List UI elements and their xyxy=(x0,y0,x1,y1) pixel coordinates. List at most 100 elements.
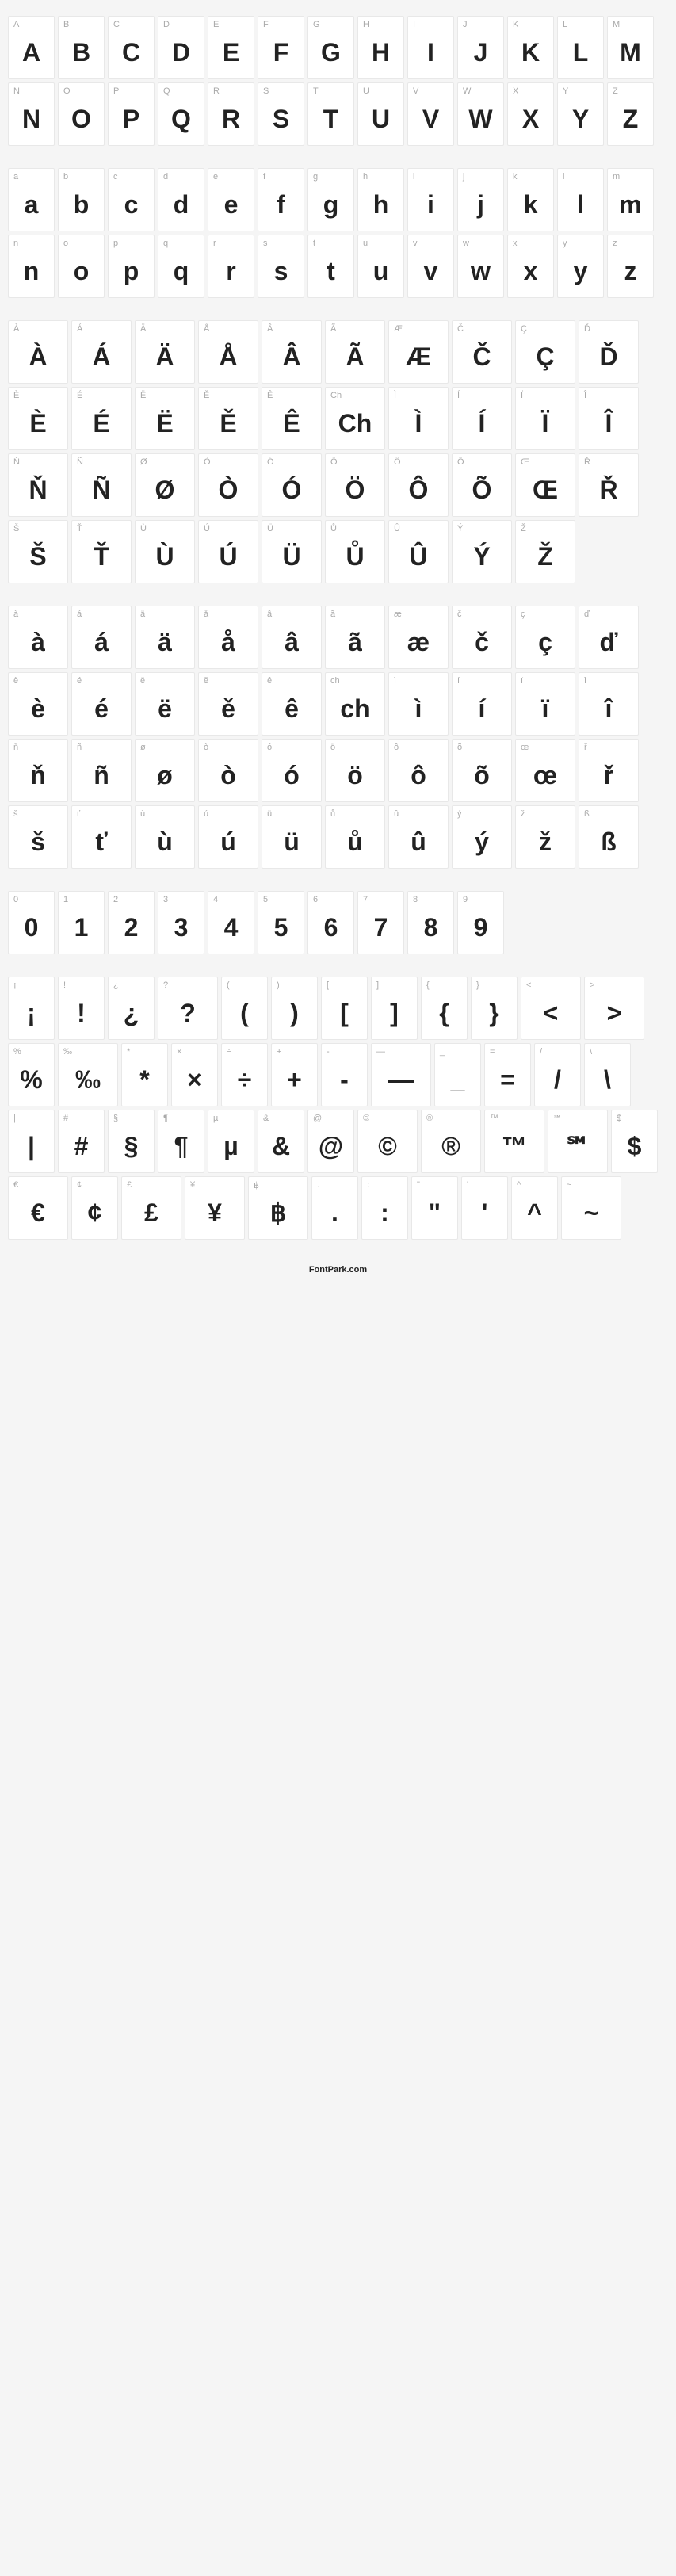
glyph-display: d xyxy=(174,183,189,226)
glyph-label: ó xyxy=(264,743,272,752)
glyph-display: × xyxy=(187,1058,202,1101)
glyph-cell: ll xyxy=(557,168,604,231)
glyph-display: 3 xyxy=(174,906,189,949)
glyph-label: Š xyxy=(10,524,19,533)
glyph-cell: ŽŽ xyxy=(515,520,575,583)
glyph-label: ž xyxy=(518,809,525,819)
glyph-cell: MM xyxy=(607,16,654,79)
glyph-display: Õ xyxy=(472,468,492,511)
glyph-label: ™ xyxy=(487,1114,498,1123)
glyph-cell: ïï xyxy=(515,672,575,736)
glyph-cell: >> xyxy=(584,977,644,1040)
glyph-cell: ÛÛ xyxy=(388,520,449,583)
glyph-cell: 44 xyxy=(208,891,254,954)
glyph-label: b xyxy=(60,172,68,182)
glyph-cell: ÚÚ xyxy=(198,520,258,583)
glyph-label: N xyxy=(10,86,20,96)
glyph-cell: éé xyxy=(71,672,132,736)
glyph-cell: 99 xyxy=(457,891,504,954)
glyph-display: ž xyxy=(539,820,552,863)
glyph-cell: ¢¢ xyxy=(71,1176,118,1240)
glyph-label: û xyxy=(391,809,399,819)
glyph-display: Ch xyxy=(338,402,372,445)
glyph-cell: šš xyxy=(8,805,68,869)
glyph-label: ^ xyxy=(514,1180,521,1190)
glyph-label: V xyxy=(410,86,418,96)
glyph-label: ň xyxy=(10,743,18,752)
glyph-cell: ÕÕ xyxy=(452,453,512,517)
glyph-label: ' xyxy=(464,1180,468,1190)
glyph-label: Ch xyxy=(327,391,342,400)
glyph-display: Í xyxy=(479,402,486,445)
glyph-label: Á xyxy=(74,324,82,334)
glyph-label: ø xyxy=(137,743,146,752)
glyph-label: 8 xyxy=(410,895,418,904)
glyph-display: @ xyxy=(319,1125,343,1168)
glyph-display: ñ xyxy=(94,754,109,797)
glyph-cell: && xyxy=(258,1110,304,1173)
glyph-display: y xyxy=(574,250,588,292)
glyph-display: Ö xyxy=(346,468,365,511)
glyph-cell: ŮŮ xyxy=(325,520,385,583)
glyph-cell: WW xyxy=(457,82,504,146)
glyph-cell: ÙÙ xyxy=(135,520,195,583)
glyph-label: : xyxy=(364,1180,369,1190)
glyph-cell: !! xyxy=(58,977,105,1040)
glyph-label: i xyxy=(410,172,414,182)
glyph-label: v xyxy=(410,239,418,248)
glyph-display: î xyxy=(605,687,613,730)
glyph-display: Ê xyxy=(283,402,300,445)
glyph-cell: åå xyxy=(198,606,258,669)
glyph-label: & xyxy=(260,1114,269,1123)
glyph-label: < xyxy=(523,980,531,990)
glyph-display: ú xyxy=(220,820,236,863)
glyph-label: Œ xyxy=(518,457,529,467)
glyph-cell: HH xyxy=(357,16,404,79)
glyph-label: Ó xyxy=(264,457,274,467)
glyph-cell: ææ xyxy=(388,606,449,669)
glyph-cell: bb xyxy=(58,168,105,231)
glyph-label: c xyxy=(110,172,118,182)
glyph-display: è xyxy=(31,687,45,730)
glyph-cell: chch xyxy=(325,672,385,736)
glyph-label: ¶ xyxy=(160,1114,168,1123)
glyph-cell: II xyxy=(407,16,454,79)
glyph-label: Ë xyxy=(137,391,146,400)
glyph-display: # xyxy=(74,1125,89,1168)
glyph-display: Ç xyxy=(536,335,554,378)
glyph-label: 6 xyxy=(310,895,318,904)
glyph-display: t xyxy=(327,250,335,292)
glyph-display: Ť xyxy=(94,535,109,578)
glyph-cell: ss xyxy=(258,235,304,298)
glyph-cell: ßß xyxy=(579,805,639,869)
glyph-cell: ×× xyxy=(171,1043,218,1106)
glyph-display: M xyxy=(620,31,641,74)
glyph-label: R xyxy=(210,86,220,96)
glyph-cell: 88 xyxy=(407,891,454,954)
glyph-label: î xyxy=(581,676,586,686)
glyph-display: : xyxy=(380,1191,389,1234)
glyph-cell: == xyxy=(484,1043,531,1106)
glyph-label: p xyxy=(110,239,118,248)
glyph-label: æ xyxy=(391,610,402,619)
glyph-label: Ť xyxy=(74,524,82,533)
glyph-display: / xyxy=(554,1058,561,1101)
glyph-display: © xyxy=(378,1125,397,1168)
glyph-display: Ň xyxy=(29,468,47,511)
glyph-label: O xyxy=(60,86,71,96)
glyph-cell: ** xyxy=(121,1043,168,1106)
glyph-display: l xyxy=(577,183,584,226)
glyph-display: j xyxy=(477,183,484,226)
glyph-label: P xyxy=(110,86,119,96)
glyph-cell: ee xyxy=(208,168,254,231)
glyph-cell: ℠℠ xyxy=(548,1110,608,1173)
glyph-cell: ññ xyxy=(71,739,132,802)
glyph-cell: "" xyxy=(411,1176,458,1240)
glyph-label: œ xyxy=(518,743,529,752)
glyph-cell: gg xyxy=(307,168,354,231)
glyph-display: + xyxy=(287,1058,302,1101)
glyph-label: G xyxy=(310,20,320,29)
glyph-cell: 55 xyxy=(258,891,304,954)
glyph-display: ò xyxy=(220,754,236,797)
glyph-display: ô xyxy=(411,754,426,797)
